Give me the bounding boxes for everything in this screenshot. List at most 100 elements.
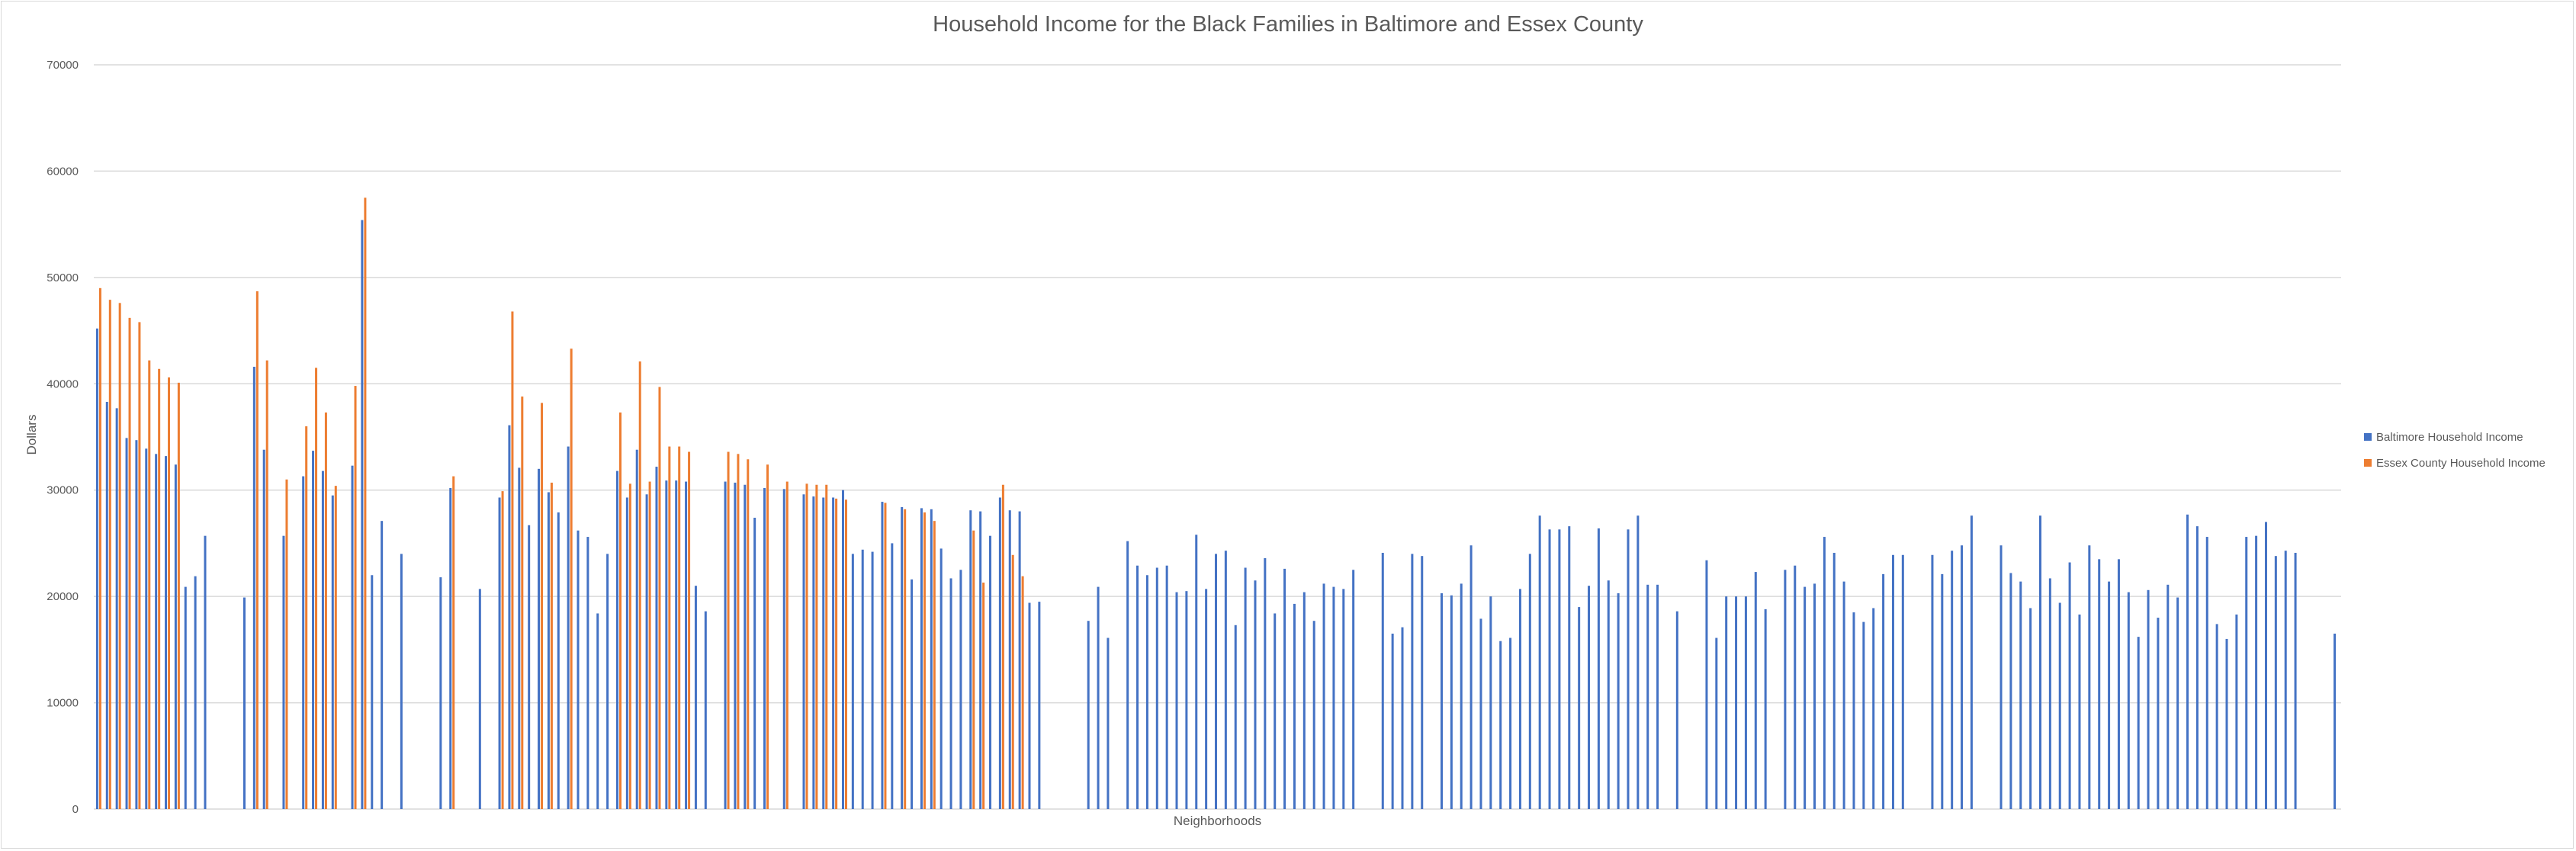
bar-baltimore: [1215, 554, 1217, 809]
bar-baltimore: [478, 589, 481, 809]
bar-essex: [265, 360, 268, 809]
bar-baltimore: [1744, 596, 1747, 809]
bar-essex: [688, 451, 691, 809]
y-tick-label: 0: [72, 803, 79, 816]
bar-baltimore: [1499, 641, 1502, 809]
bar-baltimore: [1862, 621, 1865, 809]
bar-baltimore: [1607, 580, 1610, 809]
bar-essex: [501, 491, 504, 809]
bar-baltimore: [1823, 537, 1826, 809]
bar-essex: [550, 482, 553, 809]
bar-essex: [158, 368, 161, 809]
y-tick-label: 70000: [47, 59, 79, 72]
bar-baltimore: [744, 484, 747, 809]
chart-title: Household Income for the Black Families …: [933, 12, 1643, 37]
bar-essex: [521, 397, 524, 809]
bar-baltimore: [2029, 608, 2032, 809]
bar-baltimore: [989, 535, 992, 809]
bar-essex: [148, 360, 151, 809]
bar-baltimore: [1951, 551, 1954, 809]
bar-essex: [785, 481, 789, 809]
bar-baltimore: [1195, 535, 1198, 809]
bar-baltimore: [940, 548, 943, 809]
bar-essex: [805, 483, 808, 809]
bar-baltimore: [1145, 575, 1148, 809]
bar-baltimore: [1970, 515, 1973, 809]
bar-baltimore: [1421, 556, 1424, 809]
bar-baltimore: [557, 512, 560, 809]
bar-baltimore: [1999, 545, 2003, 809]
bar-essex: [923, 512, 926, 809]
bar-baltimore: [371, 575, 374, 809]
bar-baltimore: [2215, 624, 2218, 809]
bar-baltimore: [125, 438, 128, 809]
bar-baltimore: [1735, 596, 1738, 809]
bar-baltimore: [704, 611, 707, 809]
legend-label-essex: Essex County Household Income: [2376, 456, 2545, 470]
bar-baltimore: [606, 554, 609, 809]
legend-item-baltimore: Baltimore Household Income: [2364, 428, 2545, 446]
bar-baltimore: [1509, 637, 1512, 809]
bar-essex: [108, 300, 111, 809]
bar-baltimore: [2245, 537, 2248, 809]
bar-baltimore: [2186, 514, 2189, 809]
bar-essex: [727, 451, 730, 809]
bar-baltimore: [165, 456, 168, 809]
bar-essex: [452, 476, 455, 809]
bar-baltimore: [1411, 554, 1414, 809]
bar-baltimore: [1852, 612, 1855, 809]
bar-baltimore: [1381, 552, 1384, 809]
bar-baltimore: [2039, 515, 2041, 809]
bar-baltimore: [2137, 637, 2140, 809]
bar-baltimore: [1764, 609, 1767, 809]
bar-baltimore: [841, 490, 844, 809]
bar-baltimore: [361, 220, 364, 809]
bar-baltimore: [2019, 581, 2022, 809]
bar-essex: [1001, 484, 1004, 809]
bar-essex: [324, 412, 327, 809]
bar-essex: [511, 311, 514, 810]
bar-baltimore: [2225, 638, 2228, 809]
bar-baltimore: [763, 487, 766, 809]
bar-baltimore: [1469, 545, 1473, 809]
bar-baltimore: [2078, 614, 2081, 809]
bar-essex: [933, 521, 936, 809]
bar-baltimore: [1254, 580, 1257, 809]
bar-baltimore: [135, 440, 138, 809]
bar-baltimore: [1342, 589, 1345, 809]
bar-baltimore: [1725, 596, 1728, 809]
bar-baltimore: [1352, 570, 1355, 809]
bar-baltimore: [262, 449, 265, 809]
bar-baltimore: [351, 465, 354, 809]
bar-baltimore: [194, 576, 197, 809]
bar-baltimore: [596, 613, 599, 809]
bar-baltimore: [204, 535, 207, 809]
bar-baltimore: [528, 525, 531, 809]
bar-baltimore: [1283, 568, 1286, 809]
y-tick-label: 30000: [47, 484, 79, 497]
bar-baltimore: [979, 511, 982, 809]
bar-baltimore: [1627, 529, 1630, 809]
bar-essex: [835, 498, 838, 809]
bar-baltimore: [1391, 633, 1394, 809]
bar-baltimore: [1312, 621, 1315, 809]
bar-baltimore: [1705, 560, 1708, 809]
bar-baltimore: [400, 554, 403, 809]
bar-essex: [815, 484, 818, 809]
bar-baltimore: [920, 508, 923, 809]
bar-baltimore: [2195, 526, 2199, 809]
bar-essex: [570, 348, 573, 809]
bar-baltimore: [1097, 586, 1100, 809]
bar-essex: [648, 481, 651, 809]
bar-baltimore: [891, 543, 894, 809]
bar-baltimore: [1489, 596, 1492, 809]
bar-baltimore: [1401, 627, 1404, 809]
bar-baltimore: [949, 578, 952, 809]
bar-baltimore: [2294, 552, 2297, 809]
bar-essex: [128, 317, 131, 810]
bar-baltimore: [2333, 633, 2337, 809]
bar-baltimore: [1872, 608, 1875, 809]
bar-baltimore: [243, 597, 246, 809]
bar-essex: [354, 386, 357, 809]
